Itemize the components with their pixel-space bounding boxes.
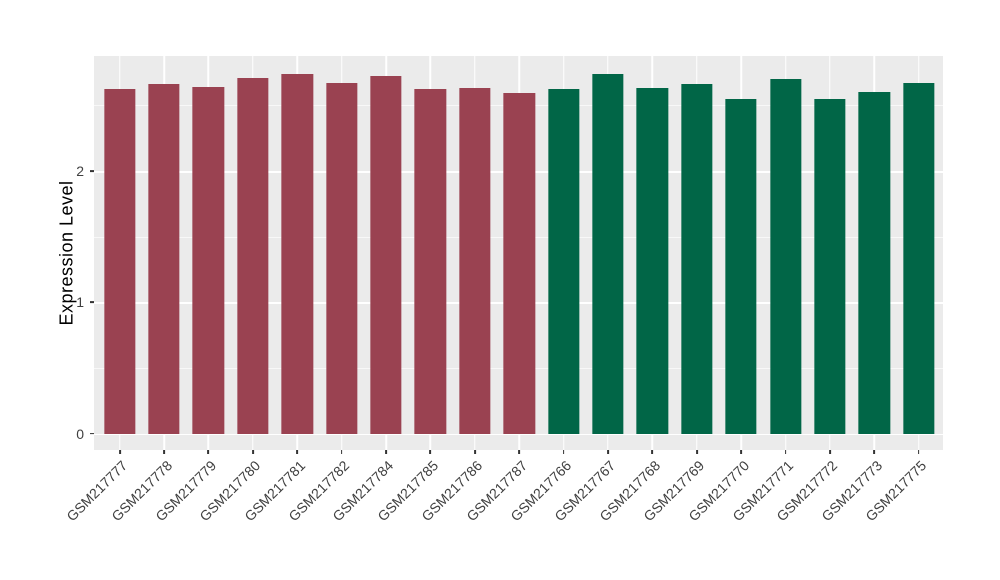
y-tick-mark — [90, 301, 94, 304]
x-tick-mark — [784, 450, 787, 454]
x-tick-mark — [828, 450, 831, 454]
y-tick-label: 1 — [76, 294, 84, 311]
x-tick-mark — [340, 450, 343, 454]
bar — [503, 93, 535, 434]
bar — [192, 86, 225, 434]
bar — [370, 76, 402, 434]
x-tick-mark — [163, 450, 166, 454]
bar — [104, 89, 136, 434]
y-major-gridline — [94, 433, 943, 436]
x-tick-mark — [607, 450, 609, 454]
x-tick-mark — [562, 450, 565, 454]
bar — [547, 89, 580, 434]
bar — [414, 89, 447, 434]
bar — [636, 88, 668, 434]
x-tick-mark — [695, 450, 698, 454]
y-tick-mark — [90, 170, 94, 172]
bar — [681, 84, 713, 434]
x-tick-mark — [385, 450, 387, 454]
bar — [769, 78, 802, 434]
y-axis: 0 1 2 — [0, 56, 94, 450]
x-tick-mark — [207, 450, 210, 454]
bar — [592, 73, 624, 434]
y-tick-label: 2 — [76, 162, 84, 179]
bar — [814, 98, 846, 434]
x-tick-mark — [917, 450, 920, 454]
x-tick-mark — [473, 450, 476, 454]
x-tick-mark — [118, 450, 121, 454]
x-tick-mark — [296, 450, 299, 454]
bar — [858, 92, 890, 434]
bar — [237, 77, 269, 434]
bar — [281, 73, 313, 434]
x-axis: GSM217777 GSM217778 GSM217779 GSM217780 GSM2… — [63, 450, 943, 580]
bar — [725, 98, 757, 434]
x-tick-mark — [429, 450, 432, 454]
x-tick-mark — [651, 450, 654, 454]
x-tick-mark — [518, 450, 521, 454]
y-tick-label: 0 — [76, 425, 84, 442]
y-tick-mark — [90, 432, 94, 435]
x-tick-mark — [251, 450, 254, 454]
x-tick-mark — [873, 450, 876, 454]
bar — [325, 82, 358, 434]
x-tick-mark — [740, 450, 743, 454]
plot-panel — [94, 56, 943, 450]
bar — [903, 82, 935, 434]
bar — [148, 84, 180, 434]
bar — [459, 88, 491, 434]
